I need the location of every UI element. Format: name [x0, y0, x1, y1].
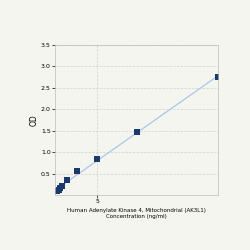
Point [57, 188, 61, 192]
Point [58, 186, 62, 190]
Point [216, 75, 220, 79]
Point [56, 189, 60, 193]
Point [76, 170, 80, 173]
X-axis label: Human Adenylate Kinase 4, Mitochondrial (AK3L1)
Concentration (ng/ml): Human Adenylate Kinase 4, Mitochondrial … [67, 208, 206, 219]
Point [66, 178, 70, 182]
Point [96, 156, 100, 160]
Point [60, 184, 64, 188]
Point [136, 130, 140, 134]
Y-axis label: OD: OD [29, 114, 38, 126]
